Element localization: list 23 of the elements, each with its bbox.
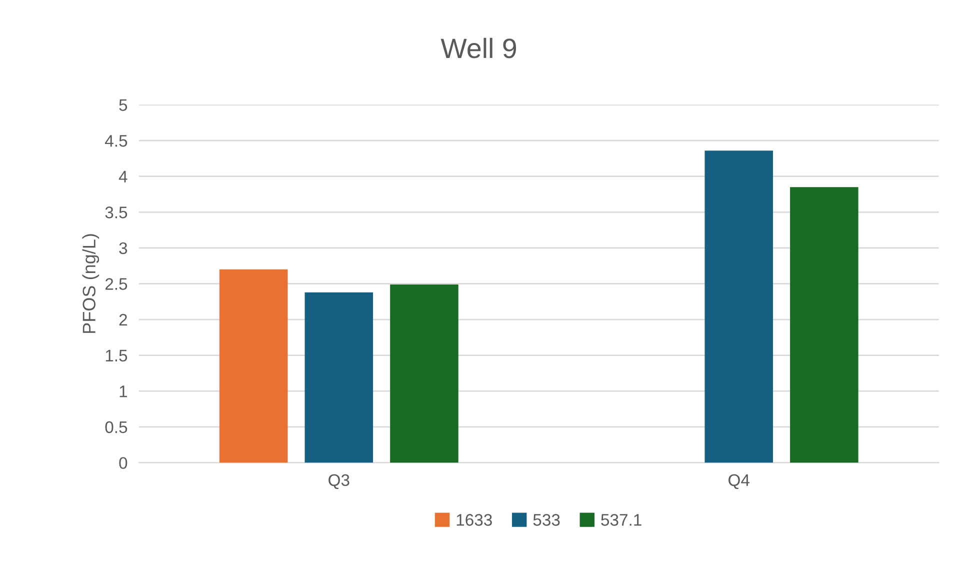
y-tick-label: 1.5 — [106, 350, 128, 362]
y-axis-title: PFOS (ng/L) — [82, 234, 100, 333]
legend-label: 537.1 — [601, 514, 642, 526]
bar — [304, 292, 374, 463]
y-tick-label: 0.5 — [105, 421, 128, 434]
y-tick-label: 3.5 — [105, 206, 128, 218]
legend-label: 533 — [533, 514, 560, 526]
bar — [390, 284, 458, 463]
chart-title: Well 9 — [440, 38, 516, 58]
bar — [790, 187, 858, 463]
x-tick-label: Q4 — [728, 474, 750, 490]
y-tick-label: 4.5 — [105, 135, 128, 147]
y-tick-label: 4 — [118, 170, 128, 182]
y-tick-label: 2.5 — [105, 278, 128, 290]
y-tick-label: 5 — [119, 99, 128, 111]
legend-label: 1633 — [456, 514, 492, 526]
y-tick-label: 0 — [119, 457, 128, 469]
bar — [219, 269, 288, 463]
y-tick-label: 2 — [119, 314, 127, 326]
y-tick-label: 3 — [119, 242, 128, 254]
bar — [704, 150, 773, 463]
x-tick-label: Q3 — [328, 474, 350, 490]
y-tick-label: 1 — [120, 386, 127, 398]
